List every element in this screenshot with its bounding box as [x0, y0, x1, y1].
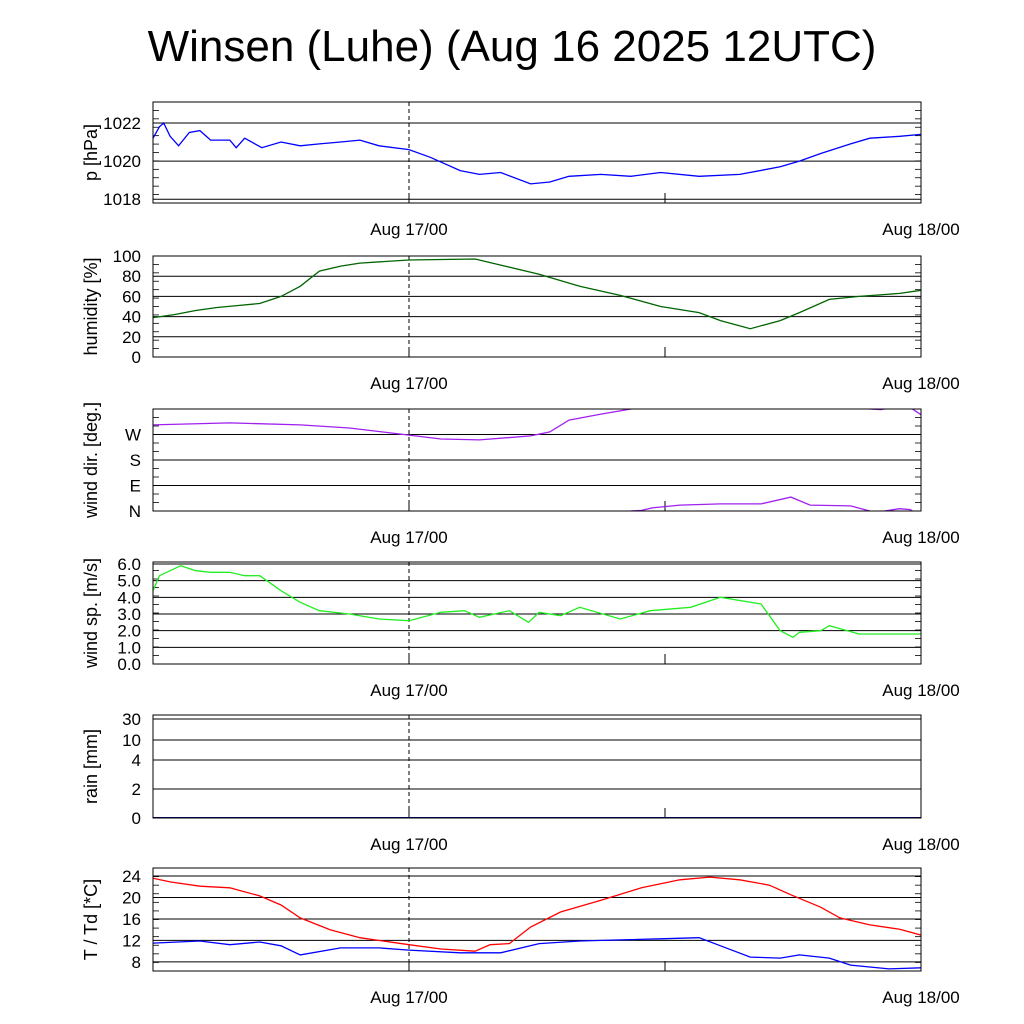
panel-5: 8 12 16 20 24 Aug 17/00 Aug 18/00 T / Td [*C] — [81, 867, 960, 1007]
x-tick-label: Aug 17/00 — [370, 528, 448, 547]
series-line-wind-direction — [627, 496, 914, 511]
y-tick-label: N — [129, 502, 141, 521]
panel-0: 1018 1020 1022 Aug 17/00 Aug 18/00 p [hPa] — [81, 101, 960, 239]
y-axis-label: p [hPa] — [81, 124, 101, 181]
y-tick-label: 0 — [132, 348, 141, 367]
panel-frame — [152, 101, 922, 204]
x-tick-label: Aug 17/00 — [370, 681, 448, 700]
y-axis-label: humidity [%] — [81, 257, 101, 355]
y-tick-label: 1018 — [103, 190, 141, 209]
x-tick-label: Aug 18/00 — [882, 220, 960, 239]
y-tick-label: 4 — [132, 751, 141, 770]
x-tick-label: Aug 18/00 — [882, 988, 960, 1007]
y-tick-label: 60 — [122, 287, 141, 306]
y-tick-label: 30 — [122, 710, 141, 729]
y-tick-label: 4.0 — [117, 588, 141, 607]
series-line-wind-speed — [153, 565, 921, 639]
panel-frame — [152, 867, 922, 972]
y-tick-label: 8 — [132, 953, 141, 972]
panel-3: 0.01.02.03.04.05.06.0 Aug 17/00 Aug 18/00 w… — [81, 555, 960, 700]
y-tick-label: 1020 — [103, 152, 141, 171]
y-tick-label: 5.0 — [117, 572, 141, 591]
y-tick-label: 40 — [122, 308, 141, 327]
y-tick-label: 16 — [122, 910, 141, 929]
y-tick-label: 100 — [113, 247, 141, 266]
y-tick-label: 3.0 — [117, 605, 141, 624]
y-tick-label: 10 — [122, 731, 141, 750]
y-tick-label: 6.0 — [117, 555, 141, 574]
x-tick-label: Aug 17/00 — [370, 374, 448, 393]
y-axis-label: wind sp. [m/s] — [81, 558, 101, 669]
panel-frame — [152, 255, 922, 358]
y-axis-label: rain [mm] — [81, 729, 101, 804]
y-tick-label: W — [125, 426, 141, 445]
series-line-humidity — [153, 258, 921, 330]
y-tick-label: 2.0 — [117, 622, 141, 641]
y-tick-label: 1022 — [103, 114, 141, 133]
x-tick-label: Aug 18/00 — [882, 528, 960, 547]
y-tick-label: 1.0 — [117, 638, 141, 657]
panel-4: 0 2 410 30 Aug 17/00 Aug 18/00 rain [mm] — [81, 710, 960, 854]
x-tick-label: Aug 17/00 — [370, 835, 448, 854]
x-tick-label: Aug 18/00 — [882, 835, 960, 854]
y-tick-label: S — [130, 451, 141, 470]
y-axis-label: wind dir. [deg.] — [81, 402, 101, 519]
y-tick-label: E — [130, 477, 141, 496]
series-line-td — [153, 937, 921, 970]
y-tick-label: 0.0 — [117, 655, 141, 674]
y-tick-label: 20 — [122, 328, 141, 347]
y-tick-label: 24 — [122, 867, 141, 886]
series-line-t — [153, 876, 921, 952]
x-tick-label: Aug 17/00 — [370, 988, 448, 1007]
y-tick-label: 2 — [132, 780, 141, 799]
x-tick-label: Aug 18/00 — [882, 681, 960, 700]
x-tick-label: Aug 17/00 — [370, 220, 448, 239]
x-tick-label: Aug 18/00 — [882, 374, 960, 393]
y-tick-label: 20 — [122, 889, 141, 908]
panel-frame — [152, 561, 922, 665]
y-axis-label: T / Td [*C] — [81, 879, 101, 960]
y-tick-label: 12 — [122, 931, 141, 950]
y-tick-label: 0 — [132, 809, 141, 828]
series-line-wind-direction — [153, 409, 921, 441]
series-line-pressure — [153, 121, 921, 185]
chart-title: Winsen (Luhe) (Aug 16 2025 12UTC) — [147, 22, 877, 71]
panel-frame — [152, 714, 922, 819]
panel-frame — [152, 408, 922, 512]
y-tick-label: 80 — [122, 267, 141, 286]
